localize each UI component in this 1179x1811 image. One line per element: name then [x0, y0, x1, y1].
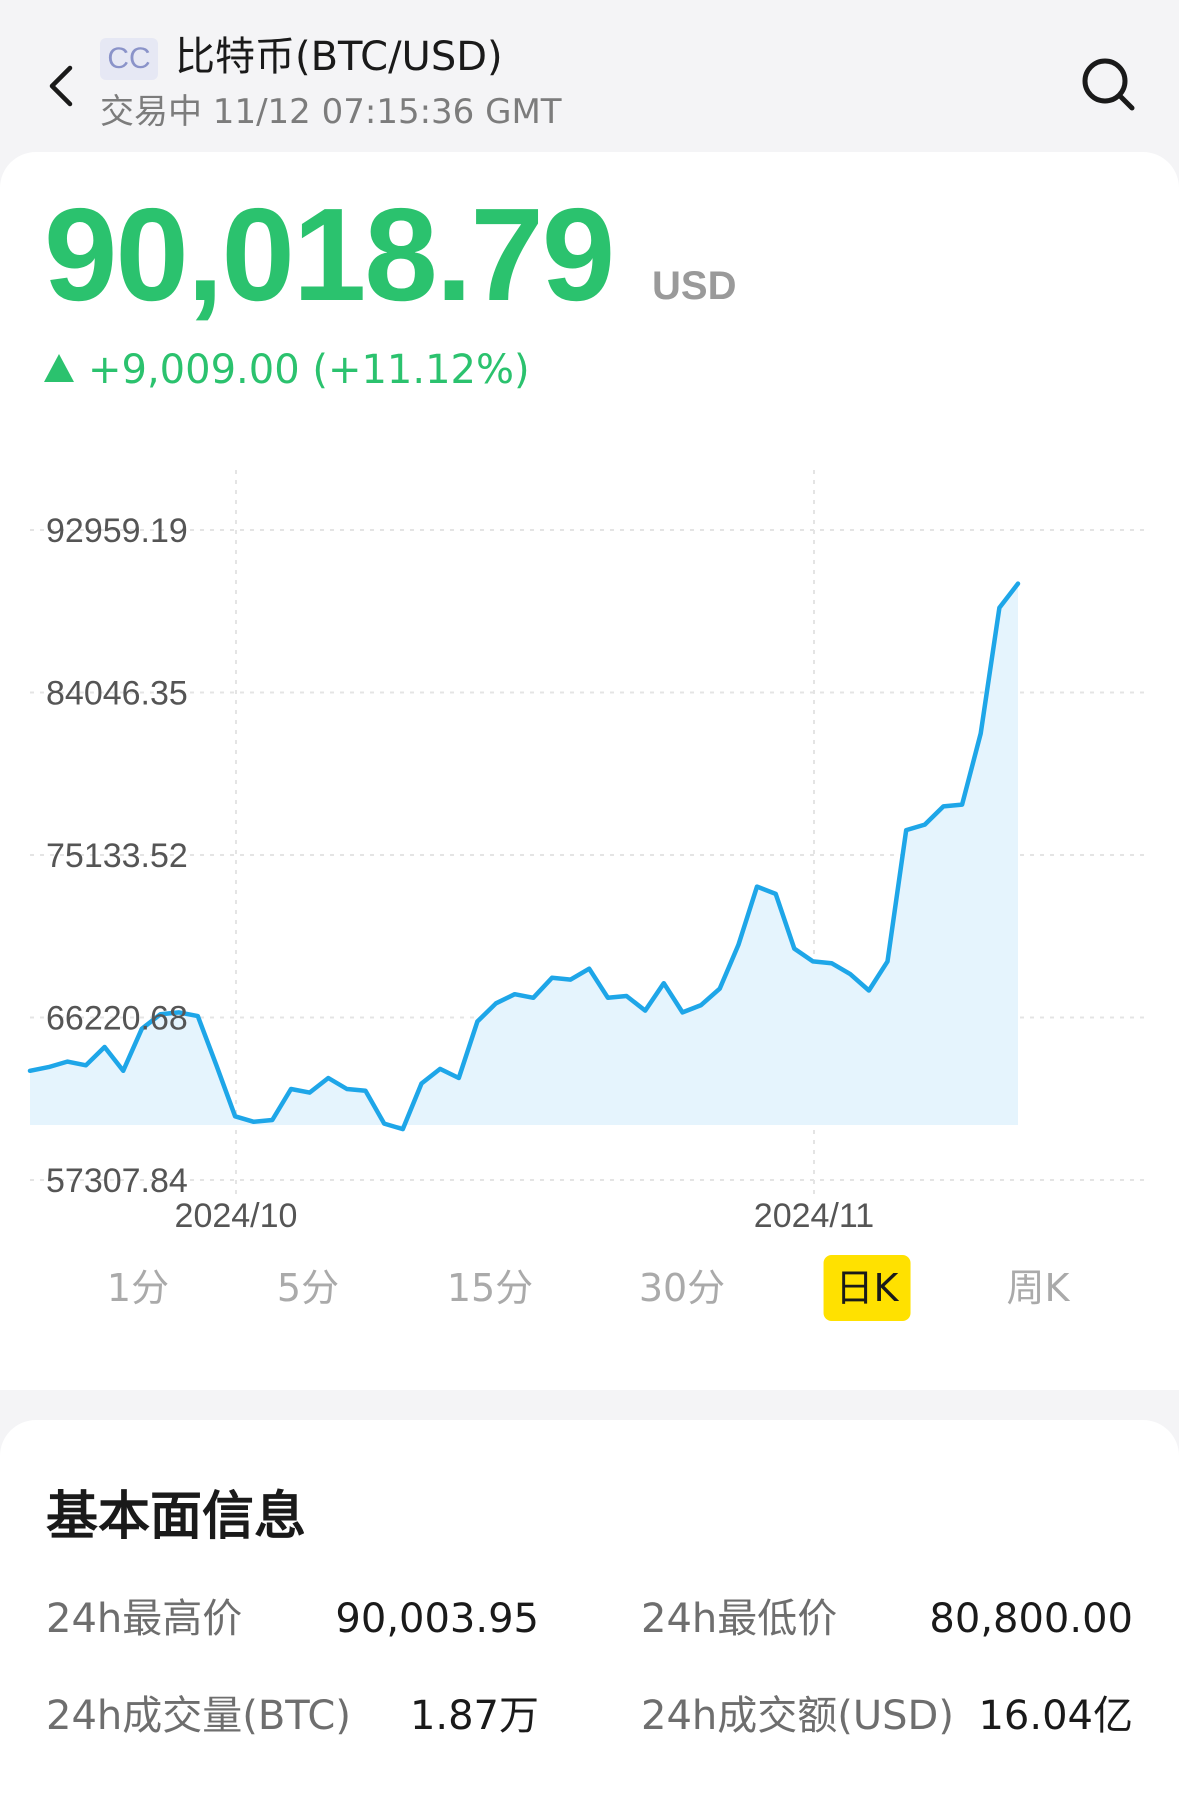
high-24h-label: 24h最高价 [46, 1596, 243, 1642]
amount-24h-value: 16.04亿 [978, 1693, 1133, 1739]
period-tab[interactable]: 15分 [446, 1266, 534, 1310]
period-selector: 1分 5分 15分 30分 日K 周K [0, 1255, 1179, 1335]
triangle-up-icon [44, 354, 74, 382]
search-icon [1082, 58, 1135, 111]
top-bar: CC 比特币(BTC/USD) 交易中 11/12 07:15:36 GMT [0, 0, 1179, 150]
fundamentals-title: 基本面信息 [46, 1487, 307, 1547]
price-line [27, 581, 1021, 1132]
fundamentals-card [0, 1420, 1179, 1811]
back-button[interactable] [38, 56, 82, 116]
period-tab[interactable]: 周K [1006, 1266, 1070, 1310]
price-chart[interactable]: 92959.19 84046.35 75133.52 66220.68 57307.84… [0, 440, 1179, 1260]
section-divider [0, 1390, 1179, 1420]
current-price: 90,018.79 [44, 181, 615, 328]
amount-24h-label: 24h成交额(USD) [641, 1693, 954, 1739]
x-tick-label: 2024/11 [754, 1197, 874, 1235]
y-tick-label: 84046.35 [46, 675, 188, 713]
period-tab[interactable]: 30分 [638, 1266, 726, 1310]
volume-24h-value: 1.87万 [409, 1693, 539, 1739]
volume-24h-label: 24h成交量(BTC) [46, 1693, 351, 1739]
y-tick-label: 57307.84 [46, 1162, 188, 1200]
low-24h-label: 24h最低价 [641, 1596, 838, 1642]
y-tick-label: 66220.68 [46, 1000, 188, 1038]
y-tick-label: 75133.52 [46, 837, 188, 875]
search-button[interactable] [1078, 54, 1140, 116]
high-24h-value: 90,003.95 [335, 1596, 539, 1642]
low-24h-value: 80,800.00 [929, 1596, 1133, 1642]
asset-type-badge: CC [100, 38, 158, 80]
y-tick-label: 92959.19 [46, 512, 188, 550]
trading-status: 交易中 11/12 07:15:36 GMT [100, 92, 562, 132]
price-change-text: +9,009.00 (+11.12%) [88, 347, 530, 393]
period-tab[interactable]: 1分 [106, 1266, 170, 1310]
period-tab[interactable]: 5分 [276, 1266, 340, 1310]
price-change: +9,009.00 (+11.12%) [44, 342, 530, 398]
period-tab[interactable]: 日K [823, 1255, 911, 1321]
page-title: 比特币(BTC/USD) [175, 34, 503, 80]
price-area-fill [30, 583, 1018, 1130]
x-tick-label: 2024/10 [175, 1197, 298, 1235]
price-currency: USD [652, 264, 737, 308]
chevron-left-icon [49, 65, 73, 107]
